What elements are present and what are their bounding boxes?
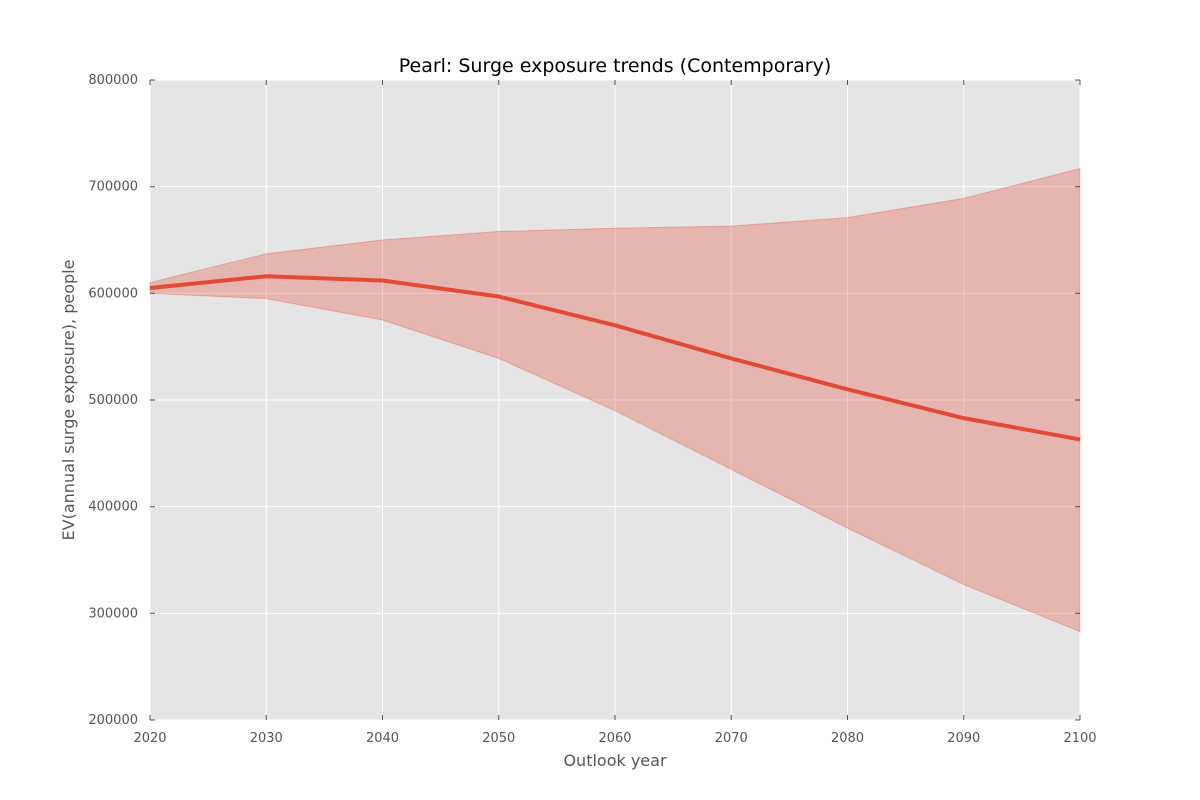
x-tick-label: 2090 — [947, 731, 980, 746]
series-line-layer — [149, 274, 1081, 442]
x-tick-label: 2040 — [366, 731, 399, 746]
x-tick-label: 2020 — [133, 731, 166, 746]
y-tick-label: 300000 — [88, 606, 138, 621]
confidence-band-layer — [149, 167, 1081, 633]
x-tick-label: 2070 — [715, 731, 748, 746]
x-tick-label: 2030 — [250, 731, 283, 746]
x-tick-label: 2050 — [482, 731, 515, 746]
y-tick-label: 500000 — [88, 393, 138, 408]
series-line — [149, 274, 1081, 442]
x-axis-label: Outlook year — [563, 751, 667, 770]
tick-labels: 2020 2030 2040 2050 2060 2070 2080 2090 2100 2000… — [88, 73, 1096, 746]
y-tick-label: 600000 — [88, 286, 138, 301]
y-tick-label: 200000 — [88, 713, 138, 728]
chart-title: Pearl: Surge exposure trends (Contempora… — [399, 55, 832, 77]
y-tick-label: 800000 — [88, 73, 138, 88]
y-tick-label: 400000 — [88, 500, 138, 515]
y-axis-label: EV(annual surge exposure), people — [59, 260, 78, 541]
axis-ticks — [149, 79, 1081, 721]
x-tick-label: 2100 — [1063, 731, 1096, 746]
x-tick-label: 2060 — [598, 731, 631, 746]
y-tick-label: 700000 — [88, 180, 138, 195]
x-tick-label: 2080 — [831, 731, 864, 746]
confidence-band — [149, 167, 1081, 633]
